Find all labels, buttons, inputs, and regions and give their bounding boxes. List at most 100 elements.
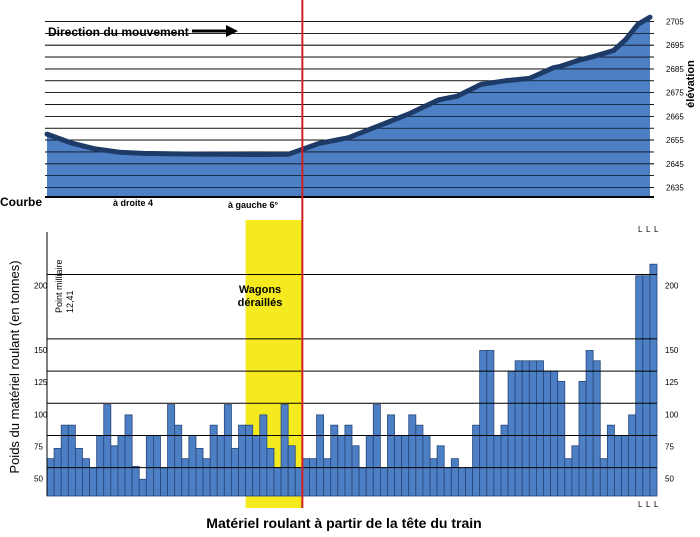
weight-bar xyxy=(358,467,367,497)
weight-bar xyxy=(635,275,644,497)
weight-bar xyxy=(202,458,211,497)
weight-bar xyxy=(266,447,275,497)
weight-bar xyxy=(642,275,651,497)
direction-label: Direction du mouvement xyxy=(48,25,189,39)
weight-bar xyxy=(351,445,360,497)
weight-tick-labels-right: 50 75 100 125 150 200 xyxy=(665,281,679,483)
weight-bar xyxy=(550,370,559,497)
weight-bar xyxy=(82,458,90,497)
elevation-tick-label: 2645 xyxy=(666,160,684,169)
direction-arrow-icon xyxy=(192,25,238,37)
weight-bar xyxy=(323,458,332,497)
weight-tick-label-right: 75 xyxy=(665,442,674,451)
weight-bar xyxy=(429,458,438,497)
weight-bar xyxy=(223,404,232,497)
weight-bar xyxy=(301,458,310,497)
weight-bar xyxy=(592,360,601,497)
end-marker-top: L xyxy=(646,225,651,234)
weight-bar xyxy=(507,370,516,497)
weight-bar xyxy=(465,467,473,497)
elevation-tick-label: 2635 xyxy=(666,184,684,193)
weight-bar xyxy=(74,447,83,497)
weight-tick-label-right: 200 xyxy=(665,281,679,290)
weight-bar xyxy=(479,350,488,497)
weight-bar xyxy=(585,350,594,497)
weight-bar xyxy=(124,414,133,497)
weight-tick-label-left: 50 xyxy=(34,475,43,484)
weight-bar xyxy=(436,445,445,497)
weight-bar xyxy=(231,447,239,497)
weight-tick-label-right: 50 xyxy=(665,475,674,484)
weight-bar xyxy=(514,360,523,497)
weight-bar xyxy=(280,404,289,497)
weight-bar xyxy=(337,435,346,497)
weight-bar xyxy=(138,478,147,497)
weight-bar xyxy=(649,263,658,497)
weight-tick-labels-left: 50 75 100 125 150 200 xyxy=(34,281,48,483)
weight-bar xyxy=(188,435,197,497)
weight-bar xyxy=(103,404,112,497)
elevation-axis-label: élévation xyxy=(685,60,697,108)
weight-bar xyxy=(89,467,98,497)
weight-bar xyxy=(422,435,431,497)
weight-bar xyxy=(578,380,587,497)
end-marker-bottom: L xyxy=(638,500,643,509)
weight-tick-label-left: 125 xyxy=(34,378,48,387)
weight-tick-label-left: 75 xyxy=(34,442,43,451)
weight-bar xyxy=(145,435,154,497)
weight-bar xyxy=(216,435,225,497)
derailed-label-line-1: Wagons xyxy=(239,284,281,296)
weight-tick-label-right: 150 xyxy=(665,346,679,355)
elevation-tick-label: 2685 xyxy=(666,65,684,74)
weight-bar xyxy=(387,414,395,497)
weight-bar xyxy=(557,380,566,497)
elevation-tick-label: 2705 xyxy=(666,17,684,26)
weight-tick-label-right: 125 xyxy=(665,378,679,387)
weight-bar xyxy=(96,435,105,497)
weight-bar xyxy=(394,435,403,497)
weight-bar xyxy=(536,360,544,497)
weight-bar xyxy=(564,458,573,497)
curve-label-left: à gauche 6° xyxy=(228,200,279,210)
elevation-tick-label: 2655 xyxy=(666,136,684,145)
weight-bar xyxy=(365,435,374,497)
derailed-label: Wagons déraillés xyxy=(238,284,283,309)
weight-bar xyxy=(287,445,296,497)
elevation-area xyxy=(47,17,650,198)
curve-label-right: à droite 4 xyxy=(113,198,153,208)
weight-chart: 50 75 100 125 150 200 50 75 100 125 150 200 Poids … xyxy=(7,220,679,531)
weight-tick-label-right: 100 xyxy=(665,410,679,419)
weight-bar xyxy=(309,458,317,497)
weight-bar xyxy=(372,404,381,497)
weight-bar xyxy=(110,445,119,497)
weight-axis-label: Poids du matériel roulant (en tonnes) xyxy=(7,260,22,473)
weight-bar xyxy=(614,435,622,497)
elevation-tick-labels: 2635 2645 2655 2665 2675 2685 2695 2705 xyxy=(666,17,684,192)
weight-bar xyxy=(53,447,62,497)
end-marker-bottom: L xyxy=(646,500,651,509)
weight-bar xyxy=(571,445,580,497)
weight-bar xyxy=(160,467,168,497)
weight-bar xyxy=(457,467,466,497)
weight-tick-label-left: 100 xyxy=(34,410,48,419)
milepost-label-line-1: Point milliaire xyxy=(54,259,64,313)
milepost-label: Point milliaire 12,41 xyxy=(54,259,75,313)
elevation-profile-line xyxy=(44,14,653,157)
weight-bar xyxy=(131,465,140,497)
weight-bar xyxy=(316,414,325,497)
weight-bar xyxy=(450,458,459,497)
weight-bar xyxy=(273,467,282,497)
end-marker-bottom: L xyxy=(654,500,659,509)
weight-bar xyxy=(117,435,126,497)
weight-bar xyxy=(628,414,637,497)
weight-bar xyxy=(521,360,530,497)
weight-bar xyxy=(443,467,452,497)
weight-bar xyxy=(486,350,495,497)
weight-bar xyxy=(493,435,502,497)
curve-row-label: Courbe xyxy=(0,195,42,209)
weight-x-axis-label: Matériel roulant à partir de la tête du … xyxy=(206,515,481,531)
weight-bar xyxy=(252,435,261,497)
weight-bar xyxy=(259,414,268,497)
